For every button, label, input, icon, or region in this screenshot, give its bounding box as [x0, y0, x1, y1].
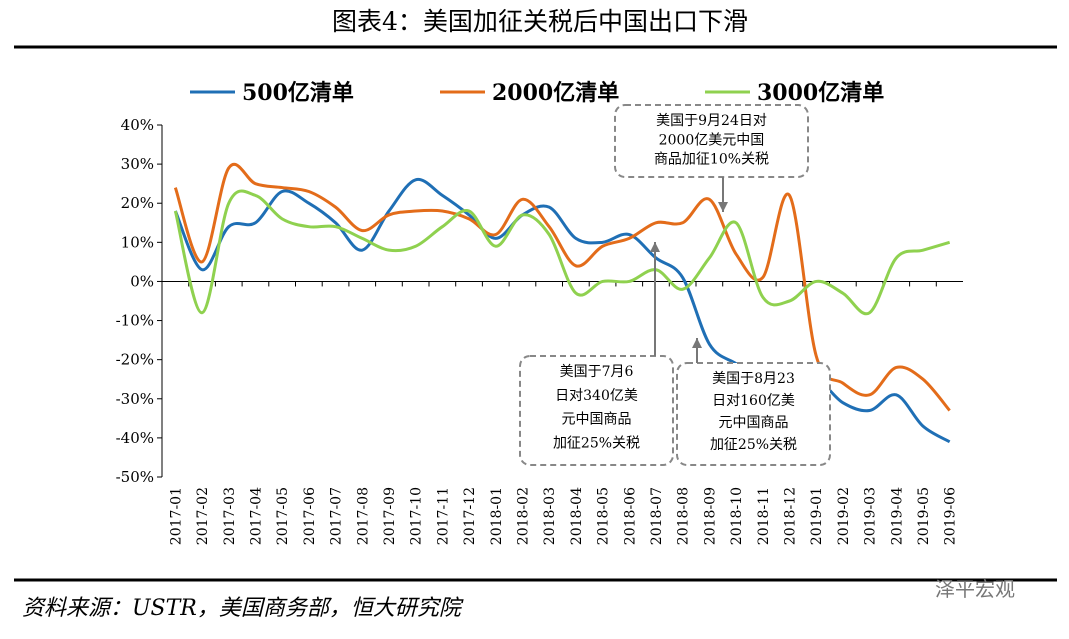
- annotation-text: 美国于9月24日对: [656, 113, 767, 129]
- x-tick-label: 2019-06: [943, 487, 959, 545]
- x-tick-label: 2017-11: [435, 487, 451, 545]
- x-tick-label: 2017-05: [275, 487, 291, 545]
- y-tick-label: -40%: [116, 429, 154, 447]
- x-tick-label: 2018-01: [489, 487, 505, 545]
- legend-label: 500亿清单: [242, 80, 354, 106]
- x-tick-label: 2017-07: [329, 487, 345, 545]
- arrow-head: [692, 338, 702, 348]
- x-tick-label: 2017-10: [409, 487, 425, 545]
- y-tick-label: 40%: [121, 116, 154, 134]
- y-tick-label: -10%: [116, 312, 154, 330]
- watermark: 泽平宏观: [935, 577, 1015, 601]
- x-tick-label: 2017-01: [168, 487, 184, 545]
- series-line: [173, 189, 951, 316]
- x-tick-label: 2018-05: [596, 487, 612, 545]
- annotation-text: 日对160亿美: [712, 393, 795, 409]
- x-tick-label: 2019-02: [836, 487, 852, 545]
- x-tick-label: 2018-11: [756, 487, 772, 545]
- annotation-box: [519, 355, 674, 466]
- x-tick-label: 2017-02: [195, 487, 211, 545]
- y-tick-label: -30%: [116, 390, 154, 408]
- annotation-text: 元中国商品: [562, 412, 632, 428]
- arrow-head: [718, 202, 728, 212]
- x-tick-label: 2018-08: [676, 487, 692, 545]
- annotation-box: [614, 104, 809, 178]
- x-tick-label: 2018-04: [569, 487, 585, 545]
- legend-label: 2000亿清单: [492, 80, 619, 106]
- x-tick-label: 2017-04: [248, 487, 264, 545]
- source: 资料来源：USTR，美国商务部，恒大研究院: [22, 596, 464, 621]
- x-tick-label: 2019-01: [809, 487, 825, 545]
- annotation-text: 2000亿美元中国: [659, 132, 765, 148]
- legend-label: 3000亿清单: [757, 80, 884, 106]
- series-line: [173, 163, 951, 412]
- x-tick-label: 2018-07: [649, 487, 665, 545]
- x-tick-label: 2018-06: [622, 487, 638, 545]
- x-tick-label: 2018-09: [702, 487, 718, 545]
- annotation-text: 商品加征10%关税: [654, 152, 769, 168]
- x-tick-label: 2019-03: [863, 487, 879, 545]
- x-tick-label: 2017-09: [382, 487, 398, 545]
- arrow-head: [650, 242, 660, 252]
- x-tick-label: 2018-02: [515, 487, 531, 545]
- annotation-text: 美国于8月23: [712, 371, 795, 387]
- x-tick-label: 2017-12: [462, 487, 478, 545]
- annotation-text: 加征25%关税: [710, 437, 797, 453]
- y-tick-label: 30%: [121, 155, 154, 173]
- annotation-text: 日对340亿美: [555, 388, 638, 404]
- x-tick-label: 2019-05: [916, 487, 932, 545]
- x-tick-label: 2018-12: [782, 487, 798, 545]
- x-tick-label: 2017-03: [222, 487, 238, 545]
- annotation-text: 加征25%关税: [553, 435, 640, 451]
- annotation-text: 美国于7月6: [560, 364, 634, 380]
- x-tick-label: 2017-08: [355, 487, 371, 545]
- x-tick-label: 2018-03: [542, 487, 558, 545]
- x-tick-label: 2018-10: [729, 487, 745, 545]
- x-tick-label: 2017-06: [302, 487, 318, 545]
- y-tick-label: -20%: [116, 351, 154, 369]
- y-tick-label: -50%: [116, 468, 154, 486]
- y-tick-label: 20%: [121, 194, 154, 212]
- y-tick-label: 0%: [130, 272, 154, 290]
- annotation-text: 元中国商品: [719, 415, 789, 431]
- y-tick-label: 10%: [121, 233, 154, 251]
- annotation-box: [676, 362, 831, 466]
- x-tick-label: 2019-04: [889, 487, 905, 545]
- chart-title: 图表4：美国加征关税后中国出口下滑: [332, 7, 748, 36]
